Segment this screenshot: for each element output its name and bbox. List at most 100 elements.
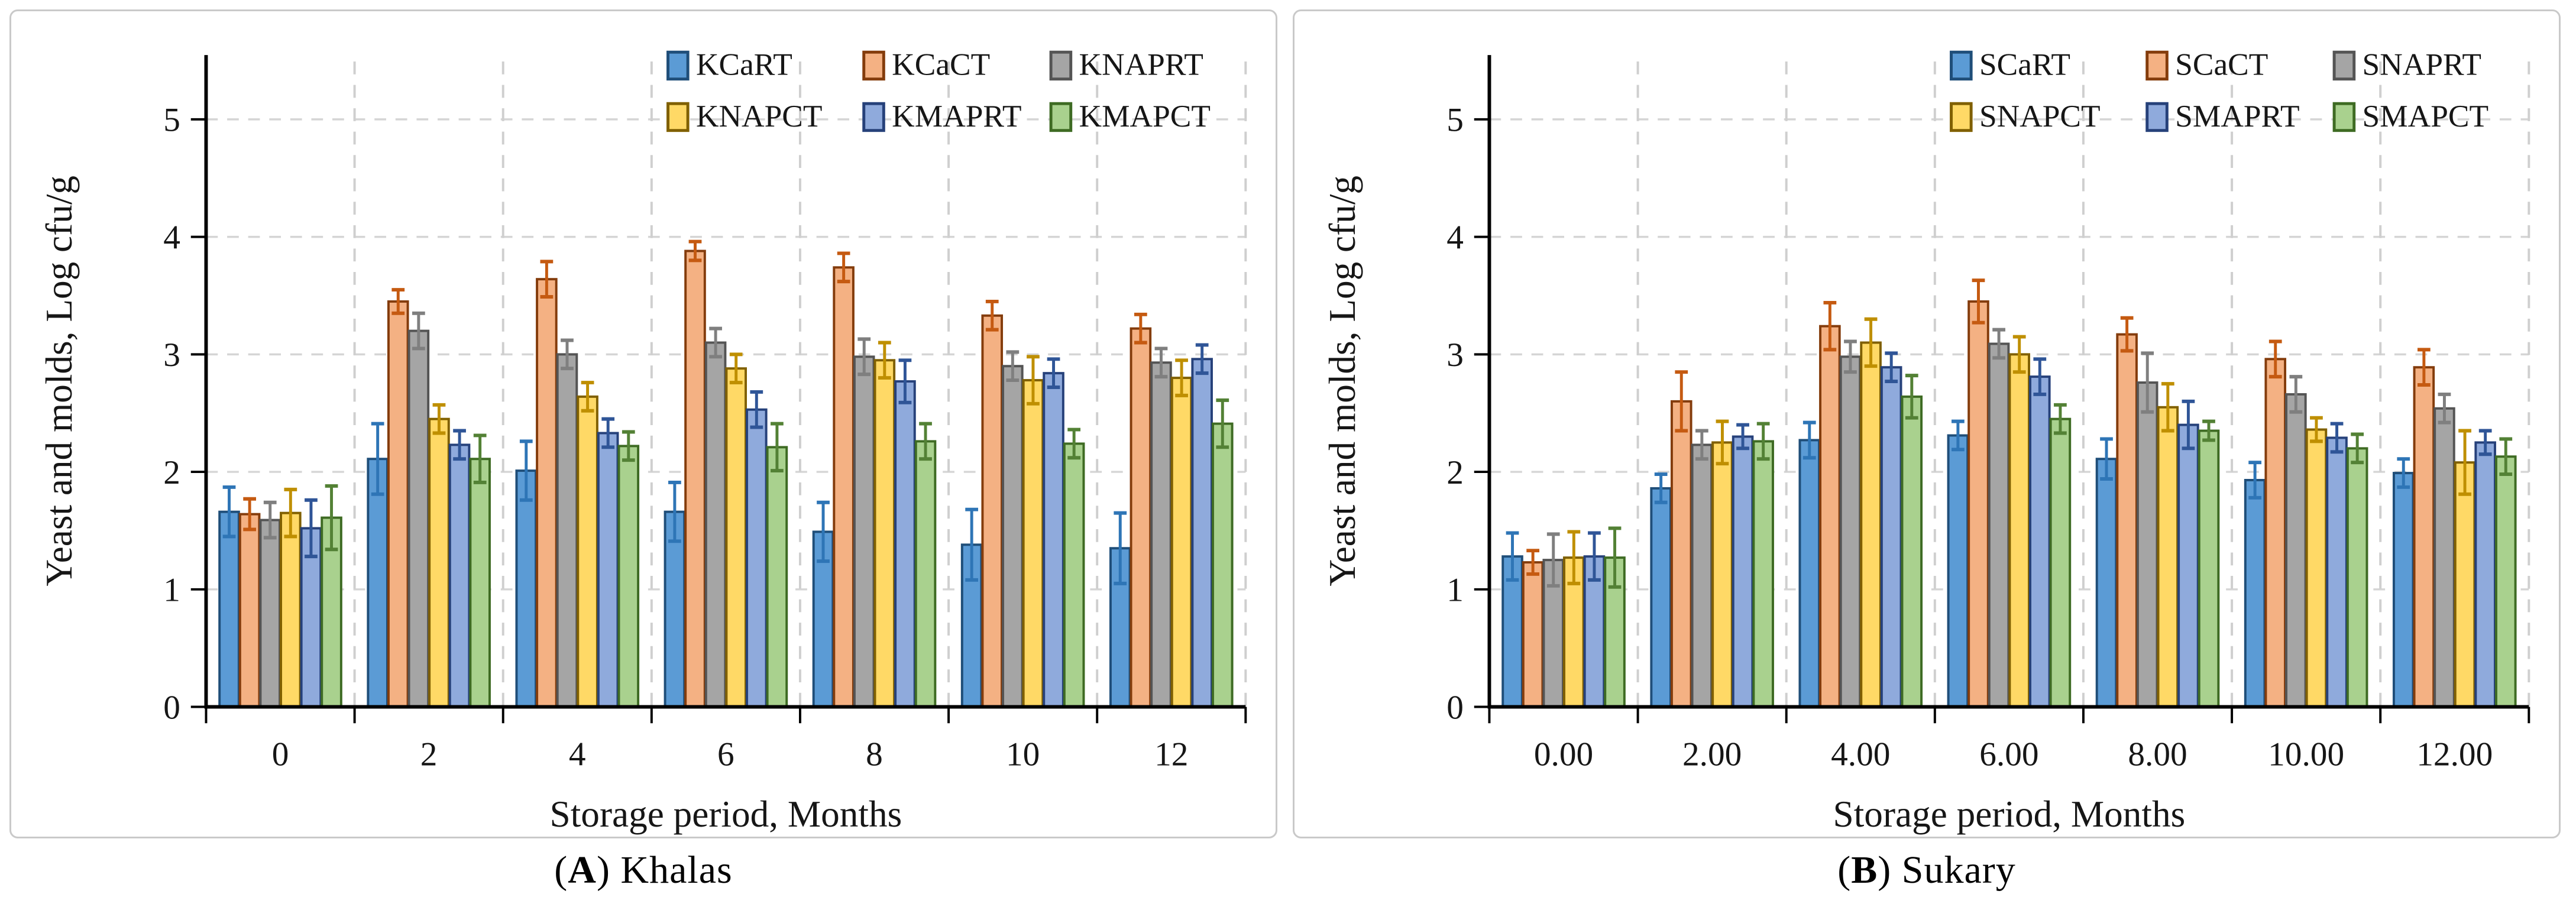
y-tick-label: 1: [163, 572, 180, 609]
legend-swatch-SCaCT: [2145, 50, 2169, 81]
legend-swatch-SNAPCT: [1950, 102, 1973, 132]
y-tick-label: 3: [163, 336, 180, 374]
legend-label-KCaRT: KCaRT: [696, 47, 792, 82]
bar-SCaCT-8.00: [2116, 333, 2138, 708]
bar-KMAPRT-4: [597, 432, 619, 708]
legend-label-SNAPRT: SNAPRT: [2363, 47, 2481, 82]
chart-b-svg: 0 1 2 3 4 5 0.00 2.00 4.00 6.00 8.00 10.00 12.00 Yeas…: [1322, 47, 2530, 835]
legend-label-SMAPRT: SMAPRT: [2175, 98, 2299, 134]
y-tick-label: 3: [1446, 336, 1464, 374]
legend-label-KNAPRT: KNAPRT: [1079, 47, 1203, 82]
bar-KMAPCT-4: [617, 445, 640, 708]
x-tick-label: 8: [866, 736, 883, 773]
bar-KMAPRT-12: [1191, 358, 1213, 708]
bar-SNAPCT-4.00: [1860, 341, 1882, 708]
x-tick-label: 0: [272, 736, 289, 773]
caption-a-paren-close: ): [596, 848, 610, 892]
bar-KCaCT-8: [833, 266, 855, 708]
bar-SNAPCT-8.00: [2157, 406, 2179, 708]
bar-KNAPRT-10: [1002, 365, 1024, 708]
bar-KNAPRT-8: [853, 355, 875, 708]
legend-label-KCaCT: KCaCT: [892, 47, 990, 82]
caption-a: (A) Khalas: [554, 848, 732, 893]
bar-SMAPRT-2.00: [1732, 435, 1754, 708]
y-tick-label: 4: [1446, 219, 1464, 256]
bar-KCaCT-6: [684, 250, 706, 708]
x-tick-label: 12: [1154, 736, 1188, 773]
y-tick-label: 1: [1446, 572, 1464, 609]
y-axis-title: Yeast and molds, Log cfu/g: [1322, 176, 1363, 587]
x-tick-label: 4.00: [1831, 736, 1890, 773]
bar-SCaCT-12.00: [2413, 366, 2435, 708]
legend-swatch-SMAPRT: [2145, 102, 2169, 132]
bar-SMAPRT-8.00: [2177, 423, 2199, 708]
bar-KMAPRT-6: [746, 408, 768, 708]
bar-SNAPRT-10.00: [2285, 393, 2307, 708]
bar-KMAPCT-2: [469, 458, 491, 708]
bar-KNAPCT-8: [873, 359, 896, 708]
bar-KNAPCT-0: [280, 511, 302, 708]
legend-swatch-SMAPCT: [2332, 102, 2356, 132]
bar-SCaCT-6.00: [1967, 300, 1989, 708]
bar-KCaRT-0: [218, 510, 240, 708]
bar-SNAPRT-12.00: [2433, 407, 2455, 708]
legend-swatch-SNAPRT: [2332, 50, 2356, 81]
bar-SCaCT-10.00: [2264, 358, 2287, 708]
legend-swatch-SCaRT: [1950, 50, 1973, 81]
bar-SMAPRT-4.00: [1880, 366, 1902, 708]
bar-KNAPRT-0: [259, 519, 281, 708]
caption-b-name: Sukary: [1901, 848, 2016, 892]
x-axis-title: Storage period, Months: [1833, 793, 2186, 835]
bar-KNAPCT-2: [428, 417, 450, 708]
bar-SCaCT-0.00: [1522, 561, 1544, 708]
bar-SMAPCT-8.00: [2198, 429, 2220, 708]
y-tick-label: 5: [163, 102, 180, 139]
bar-KMAPCT-12: [1211, 422, 1234, 708]
caption-a-name: Khalas: [620, 848, 733, 892]
bar-KNAPRT-4: [556, 353, 578, 708]
bar-SCaCT-2.00: [1670, 400, 1692, 708]
legend-label-SNAPCT: SNAPCT: [1979, 98, 2101, 134]
bar-SMAPRT-6.00: [2029, 375, 2051, 708]
bar-SCaRT-12.00: [2392, 472, 2415, 708]
legend-swatch-KMAPCT: [1049, 102, 1073, 132]
legend-label-KNAPCT: KNAPCT: [696, 98, 823, 134]
bar-KMAPRT-2: [448, 443, 471, 708]
bar-SNAPRT-8.00: [2136, 381, 2158, 708]
x-tick-label: 10.00: [2268, 736, 2344, 773]
bar-SMAPRT-10.00: [2326, 436, 2348, 708]
caption-a-paren-open: (: [554, 848, 568, 892]
bar-KNAPCT-10: [1022, 379, 1044, 708]
y-tick-label: 2: [1446, 454, 1464, 491]
bar-SMAPCT-12.00: [2494, 455, 2517, 708]
y-tick-label: 0: [1446, 689, 1464, 726]
x-axis-title: Storage period, Months: [550, 793, 902, 835]
x-tick-label: 2: [420, 736, 438, 773]
bar-KMAPRT-8: [894, 380, 916, 708]
legend-swatch-KMAPRT: [862, 102, 885, 132]
caption-b-paren-close: ): [1878, 848, 1892, 892]
y-tick-label: 4: [163, 219, 180, 256]
bar-SNAPRT-2.00: [1691, 443, 1713, 708]
x-tick-label: 12.00: [2416, 736, 2493, 773]
caption-b-letter: B: [1851, 848, 1878, 892]
legend-label-KMAPRT: KMAPRT: [892, 98, 1021, 134]
bar-KCaCT-12: [1130, 327, 1152, 708]
panel-column-a: 0 1 2 3 4 5 0 2 4 6 8 10 12 Yeast and molds, Log cfu/…: [9, 9, 1277, 893]
bar-SMAPCT-4.00: [1901, 395, 1923, 708]
bar-KMAPRT-10: [1043, 372, 1064, 708]
caption-b-paren-open: (: [1837, 848, 1852, 892]
x-tick-label: 6.00: [1979, 736, 2038, 773]
legend-swatch-KCaRT: [666, 50, 690, 81]
bar-SNAPCT-12.00: [2454, 461, 2476, 708]
legend-label-SCaCT: SCaCT: [2175, 47, 2268, 82]
y-tick-label: 2: [163, 454, 180, 491]
bar-SNAPRT-6.00: [1988, 342, 2010, 708]
bar-SCaRT-6.00: [1947, 434, 1969, 708]
bar-SNAPCT-10.00: [2305, 428, 2328, 708]
bar-KCaRT-4: [515, 469, 538, 708]
bar-SNAPRT-4.00: [1839, 355, 1862, 708]
legend-label-SMAPCT: SMAPCT: [2363, 98, 2489, 134]
